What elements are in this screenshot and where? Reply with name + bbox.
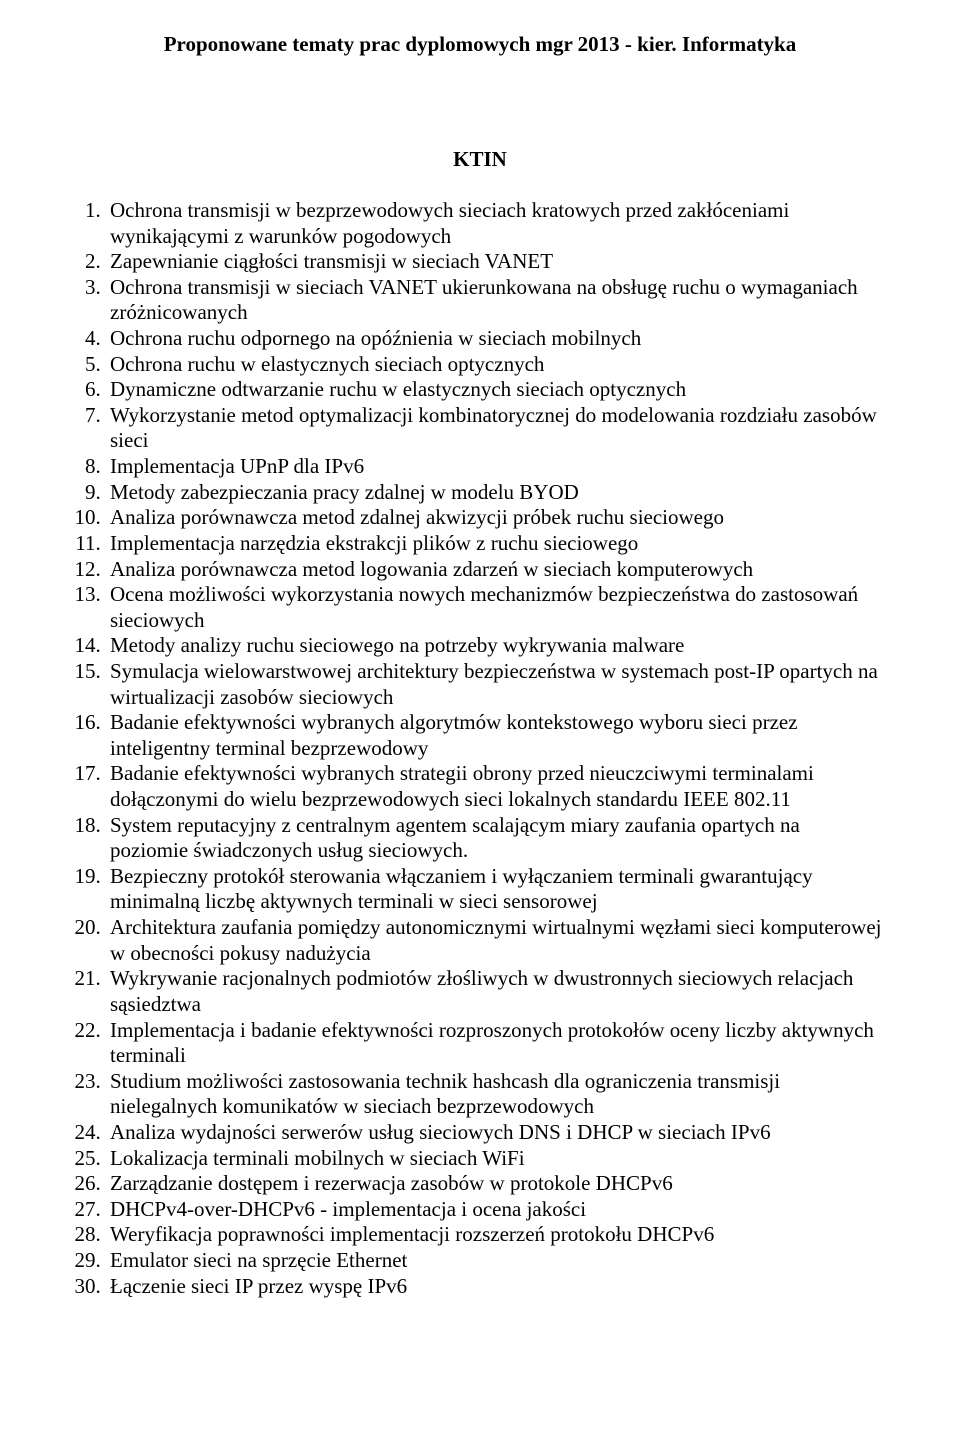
list-item: Ochrona ruchu odpornego na opóźnienia w … <box>106 326 882 352</box>
list-item: Bezpieczny protokół sterowania włączanie… <box>106 864 882 915</box>
list-item: Analiza porównawcza metod zdalnej akwizy… <box>106 505 882 531</box>
list-item: Ocena możliwości wykorzystania nowych me… <box>106 582 882 633</box>
list-item: System reputacyjny z centralnym agentem … <box>106 813 882 864</box>
list-item: Weryfikacja poprawności implementacji ro… <box>106 1222 882 1248</box>
topics-list: Ochrona transmisji w bezprzewodowych sie… <box>78 198 882 1299</box>
list-item: Ochrona ruchu w elastycznych sieciach op… <box>106 352 882 378</box>
list-item: Architektura zaufania pomiędzy autonomic… <box>106 915 882 966</box>
list-item: Implementacja UPnP dla IPv6 <box>106 454 882 480</box>
list-item: Ochrona transmisji w bezprzewodowych sie… <box>106 198 882 249</box>
page-title: Proponowane tematy prac dyplomowych mgr … <box>78 32 882 57</box>
section-heading: KTIN <box>78 147 882 172</box>
list-item: Wykorzystanie metod optymalizacji kombin… <box>106 403 882 454</box>
document-page: Proponowane tematy prac dyplomowych mgr … <box>0 0 960 1339</box>
list-item: Symulacja wielowarstwowej architektury b… <box>106 659 882 710</box>
list-item: Badanie efektywności wybranych strategii… <box>106 761 882 812</box>
list-item: Metody zabezpieczania pracy zdalnej w mo… <box>106 480 882 506</box>
list-item: Badanie efektywności wybranych algorytmó… <box>106 710 882 761</box>
list-item: Analiza wydajności serwerów usług siecio… <box>106 1120 882 1146</box>
list-item: Zapewnianie ciągłości transmisji w sieci… <box>106 249 882 275</box>
list-item: Implementacja i badanie efektywności roz… <box>106 1018 882 1069</box>
list-item: Studium możliwości zastosowania technik … <box>106 1069 882 1120</box>
list-item: DHCPv4-over-DHCPv6 - implementacja i oce… <box>106 1197 882 1223</box>
list-item: Wykrywanie racjonalnych podmiotów złośli… <box>106 966 882 1017</box>
list-item: Zarządzanie dostępem i rezerwacja zasobó… <box>106 1171 882 1197</box>
list-item: Łączenie sieci IP przez wyspę IPv6 <box>106 1274 882 1300</box>
list-item: Metody analizy ruchu sieciowego na potrz… <box>106 633 882 659</box>
list-item: Ochrona transmisji w sieciach VANET ukie… <box>106 275 882 326</box>
list-item: Implementacja narzędzia ekstrakcji plikó… <box>106 531 882 557</box>
list-item: Emulator sieci na sprzęcie Ethernet <box>106 1248 882 1274</box>
list-item: Lokalizacja terminali mobilnych w siecia… <box>106 1146 882 1172</box>
list-item: Dynamiczne odtwarzanie ruchu w elastyczn… <box>106 377 882 403</box>
list-item: Analiza porównawcza metod logowania zdar… <box>106 557 882 583</box>
